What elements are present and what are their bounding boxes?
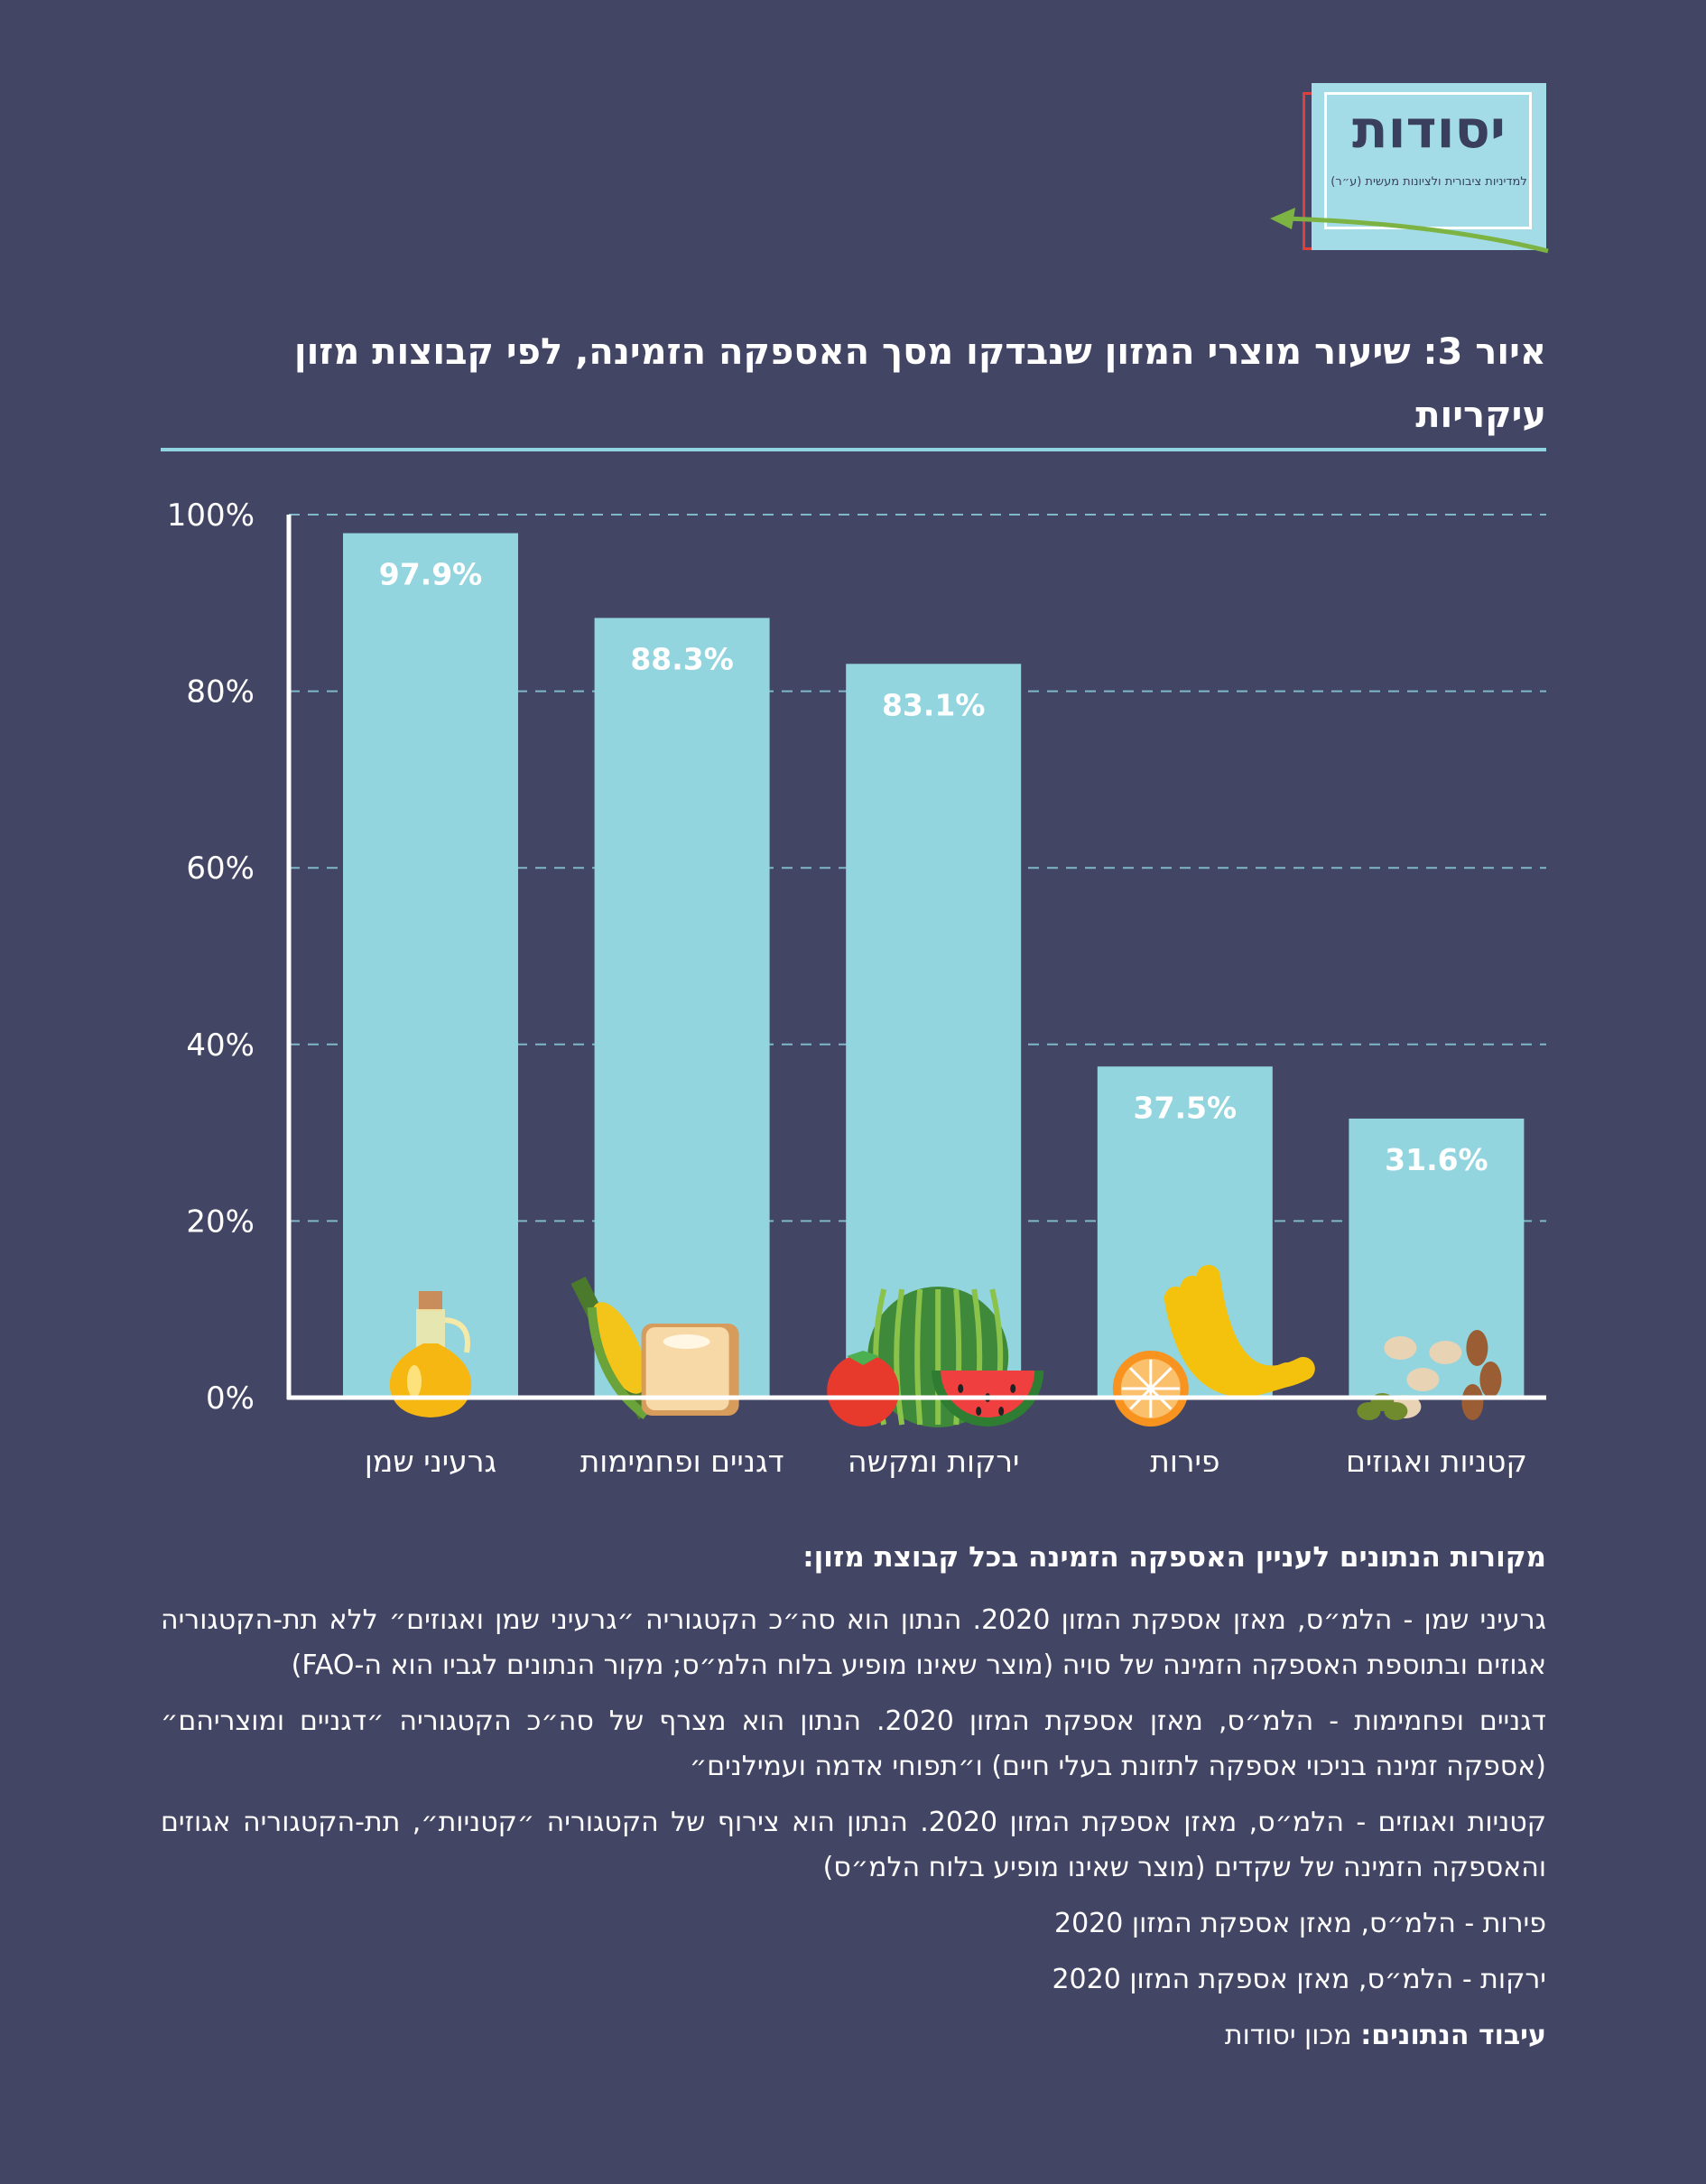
x-tick-label: ירקות ומקשה [848, 1444, 1019, 1479]
x-tick-label: גרעיני שמן [365, 1444, 496, 1479]
x-tick-label: קטניות ואגוזים [1346, 1444, 1527, 1479]
y-tick-label: 100% [167, 497, 255, 534]
bar [343, 533, 518, 1398]
x-tick-label: דגניים ופחמימות [580, 1444, 784, 1479]
source-note: קטניות ואגוזים - הלמ״ס, מאזן אספקת המזון… [161, 1807, 1547, 1883]
y-tick-label: 0% [206, 1380, 255, 1417]
source-note: ירקות - הלמ״ס, מאזן אספקת המזון 2020 [1052, 1964, 1546, 1995]
data-label: 31.6% [1385, 1142, 1488, 1177]
bar-chart: 0% 20% 40% 60% 80% 100% 97.9% גרעיני שמן 88.3% דג… [167, 497, 1546, 1479]
banana-orange-icon [1112, 1265, 1315, 1427]
x-tick-label: פירות [1150, 1444, 1219, 1479]
sources-notes: מקורות הנתונים לעניין האספקה הזמינה בכל … [161, 1535, 1546, 2069]
y-tick-label: 80% [186, 674, 255, 711]
credit-line: עיבוד הנתונים: מכון יסודות [161, 2013, 1546, 2059]
data-label: 88.3% [630, 641, 734, 676]
title-divider [161, 448, 1546, 451]
source-note: פירות - הלמ״ס, מאזן אספקת המזון 2020 [1054, 1908, 1546, 1939]
source-note: גרעיני שמן - הלמ״ס, מאזן אספקת המזון 202… [161, 1604, 1546, 1681]
source-note: דגניים ופחמימות - הלמ״ס, מאזן אספקת המזו… [161, 1705, 1547, 1782]
watermelon-tomato-icon [827, 1287, 1044, 1427]
bread-corn-icon [570, 1276, 739, 1420]
data-label: 37.5% [1134, 1090, 1238, 1125]
nuts-icon [1357, 1330, 1502, 1420]
sources-heading: מקורות הנתונים לעניין האספקה הזמינה בכל … [802, 1541, 1546, 1574]
y-tick-label: 40% [186, 1027, 255, 1064]
y-tick-label: 20% [186, 1204, 255, 1240]
logo-name: יסודות [1351, 98, 1507, 160]
logo: יסודות למדיניות ציבורית ולציונות מעשית (… [1259, 79, 1557, 269]
credit-value: מכון יסודות [1224, 2020, 1352, 2051]
logo-tagline: למדיניות ציבורית ולציונות מעשית (ע״ר) [1330, 175, 1527, 189]
bar [846, 664, 1022, 1398]
credit-label: עיבוד הנתונים: [1360, 2020, 1546, 2051]
y-tick-label: 60% [186, 850, 255, 887]
data-label: 83.1% [882, 687, 986, 722]
bar [594, 618, 770, 1398]
logo-arrow-icon [1270, 208, 1549, 254]
data-label: 97.9% [379, 557, 483, 592]
page-title: איור 3: שיעור מוצרי המזון שנבדקו מסך האס… [293, 331, 1546, 436]
